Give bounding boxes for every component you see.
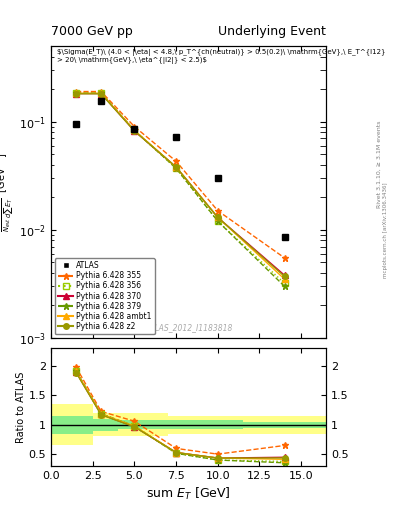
Text: Underlying Event: Underlying Event <box>219 26 326 38</box>
Text: mcplots.cern.ch [arXiv:1306.3436]: mcplots.cern.ch [arXiv:1306.3436] <box>384 183 388 278</box>
Text: Rivet 3.1.10, ≥ 3.1M events: Rivet 3.1.10, ≥ 3.1M events <box>377 120 382 207</box>
Legend: ATLAS, Pythia 6.428 355, Pythia 6.428 356, Pythia 6.428 370, Pythia 6.428 379, P: ATLAS, Pythia 6.428 355, Pythia 6.428 35… <box>55 258 155 334</box>
X-axis label: sum $E_T$ [GeV]: sum $E_T$ [GeV] <box>146 486 231 502</box>
Text: 7000 GeV pp: 7000 GeV pp <box>51 26 133 38</box>
Text: $\Sigma(E_T)\ (4.0 < |\eta| < 4.8,\ p_T^{ch(neutral)} > 0.5(0.2)\ \mathrm{GeV},\: $\Sigma(E_T)\ (4.0 < |\eta| < 4.8,\ p_T^… <box>57 49 385 64</box>
Text: ATLAS_2012_I1183818: ATLAS_2012_I1183818 <box>145 323 232 332</box>
Y-axis label: $\frac{1}{N_{evt}}\frac{dN_{evt}}{d\sum E_T}$  [GeV$^{-1}$]: $\frac{1}{N_{evt}}\frac{dN_{evt}}{d\sum … <box>0 152 17 232</box>
Y-axis label: Ratio to ATLAS: Ratio to ATLAS <box>16 371 26 443</box>
